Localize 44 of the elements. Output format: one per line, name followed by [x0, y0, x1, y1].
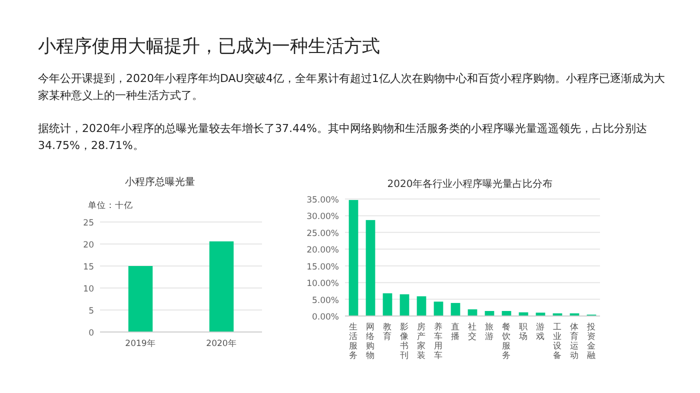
x-tick-label: 游戏: [536, 322, 545, 342]
bar: [382, 293, 392, 316]
y-tick-label: 0: [88, 328, 94, 338]
y-tick-label: 25.00%: [306, 228, 339, 239]
y-tick-label: 10: [83, 284, 94, 294]
x-tick-label: 投资金融: [586, 322, 596, 361]
bar: [400, 294, 410, 316]
bar: [450, 302, 460, 316]
x-tick-label: 工业设备: [553, 322, 562, 361]
text: 小程序使用大幅提升，已成为一种生活方式: [38, 35, 380, 58]
x-tick-label: 餐饮服务: [501, 322, 511, 361]
x-tick-label: 直播: [451, 322, 460, 342]
x-tick-label: 房产家装: [417, 322, 426, 361]
x-tick-label: 生活服务: [349, 322, 358, 361]
x-tick-label: 职场: [518, 322, 528, 342]
x-tick-label: 体育运动: [570, 322, 579, 361]
text: 据统计，2020年小程序的总曝光量较去年增长了37.44%。其中网络购物和生活服务类的小程序曝光量遥遥领先，占比分别达34.75%，28.71%。: [38, 121, 648, 154]
y-tick-label: 20.00%: [306, 246, 339, 256]
x-tick-label: 影像书刊: [400, 322, 409, 361]
y-tick-label: 0.00%: [312, 312, 339, 322]
x-tick-label: 社交: [468, 322, 477, 342]
y-tick-label: 15.00%: [306, 262, 339, 272]
bar: [434, 302, 444, 316]
y-tick-label: 10.00%: [306, 279, 339, 290]
y-tick-label: 5.00%: [312, 296, 339, 306]
text: 今年公开课提到，2020年小程序年均DAU突破4亿，全年累计有超过1亿人次在购物中心和百货小程序购物。小程序已逐渐成为大家某种意义上的一种生活方式了。: [38, 71, 666, 104]
y-tick-label: 15: [83, 262, 94, 272]
x-tick-label: 网络购物: [366, 322, 375, 361]
chart-title: 小程序总曝光量: [125, 176, 195, 188]
x-tick-label: 2020年: [206, 338, 237, 349]
x-tick-label: 2019年: [125, 338, 156, 349]
y-tick-label: 35.00%: [306, 196, 339, 206]
bar: [366, 220, 376, 316]
y-axis-title: 单位：十亿: [88, 200, 133, 211]
bar: [348, 200, 358, 316]
y-tick-label: 5: [88, 306, 94, 316]
x-tick-label: 教育: [383, 322, 392, 342]
y-tick-label: 20: [83, 240, 94, 250]
x-tick-label: 养车用车: [434, 322, 443, 361]
bar: [416, 296, 426, 316]
y-tick-label: 25: [83, 218, 94, 228]
chart-title: 2020年各行业小程序曝光量占比分布: [387, 178, 553, 190]
x-tick-label: 旅游: [485, 322, 494, 342]
y-tick-label: 30.00%: [306, 212, 339, 222]
